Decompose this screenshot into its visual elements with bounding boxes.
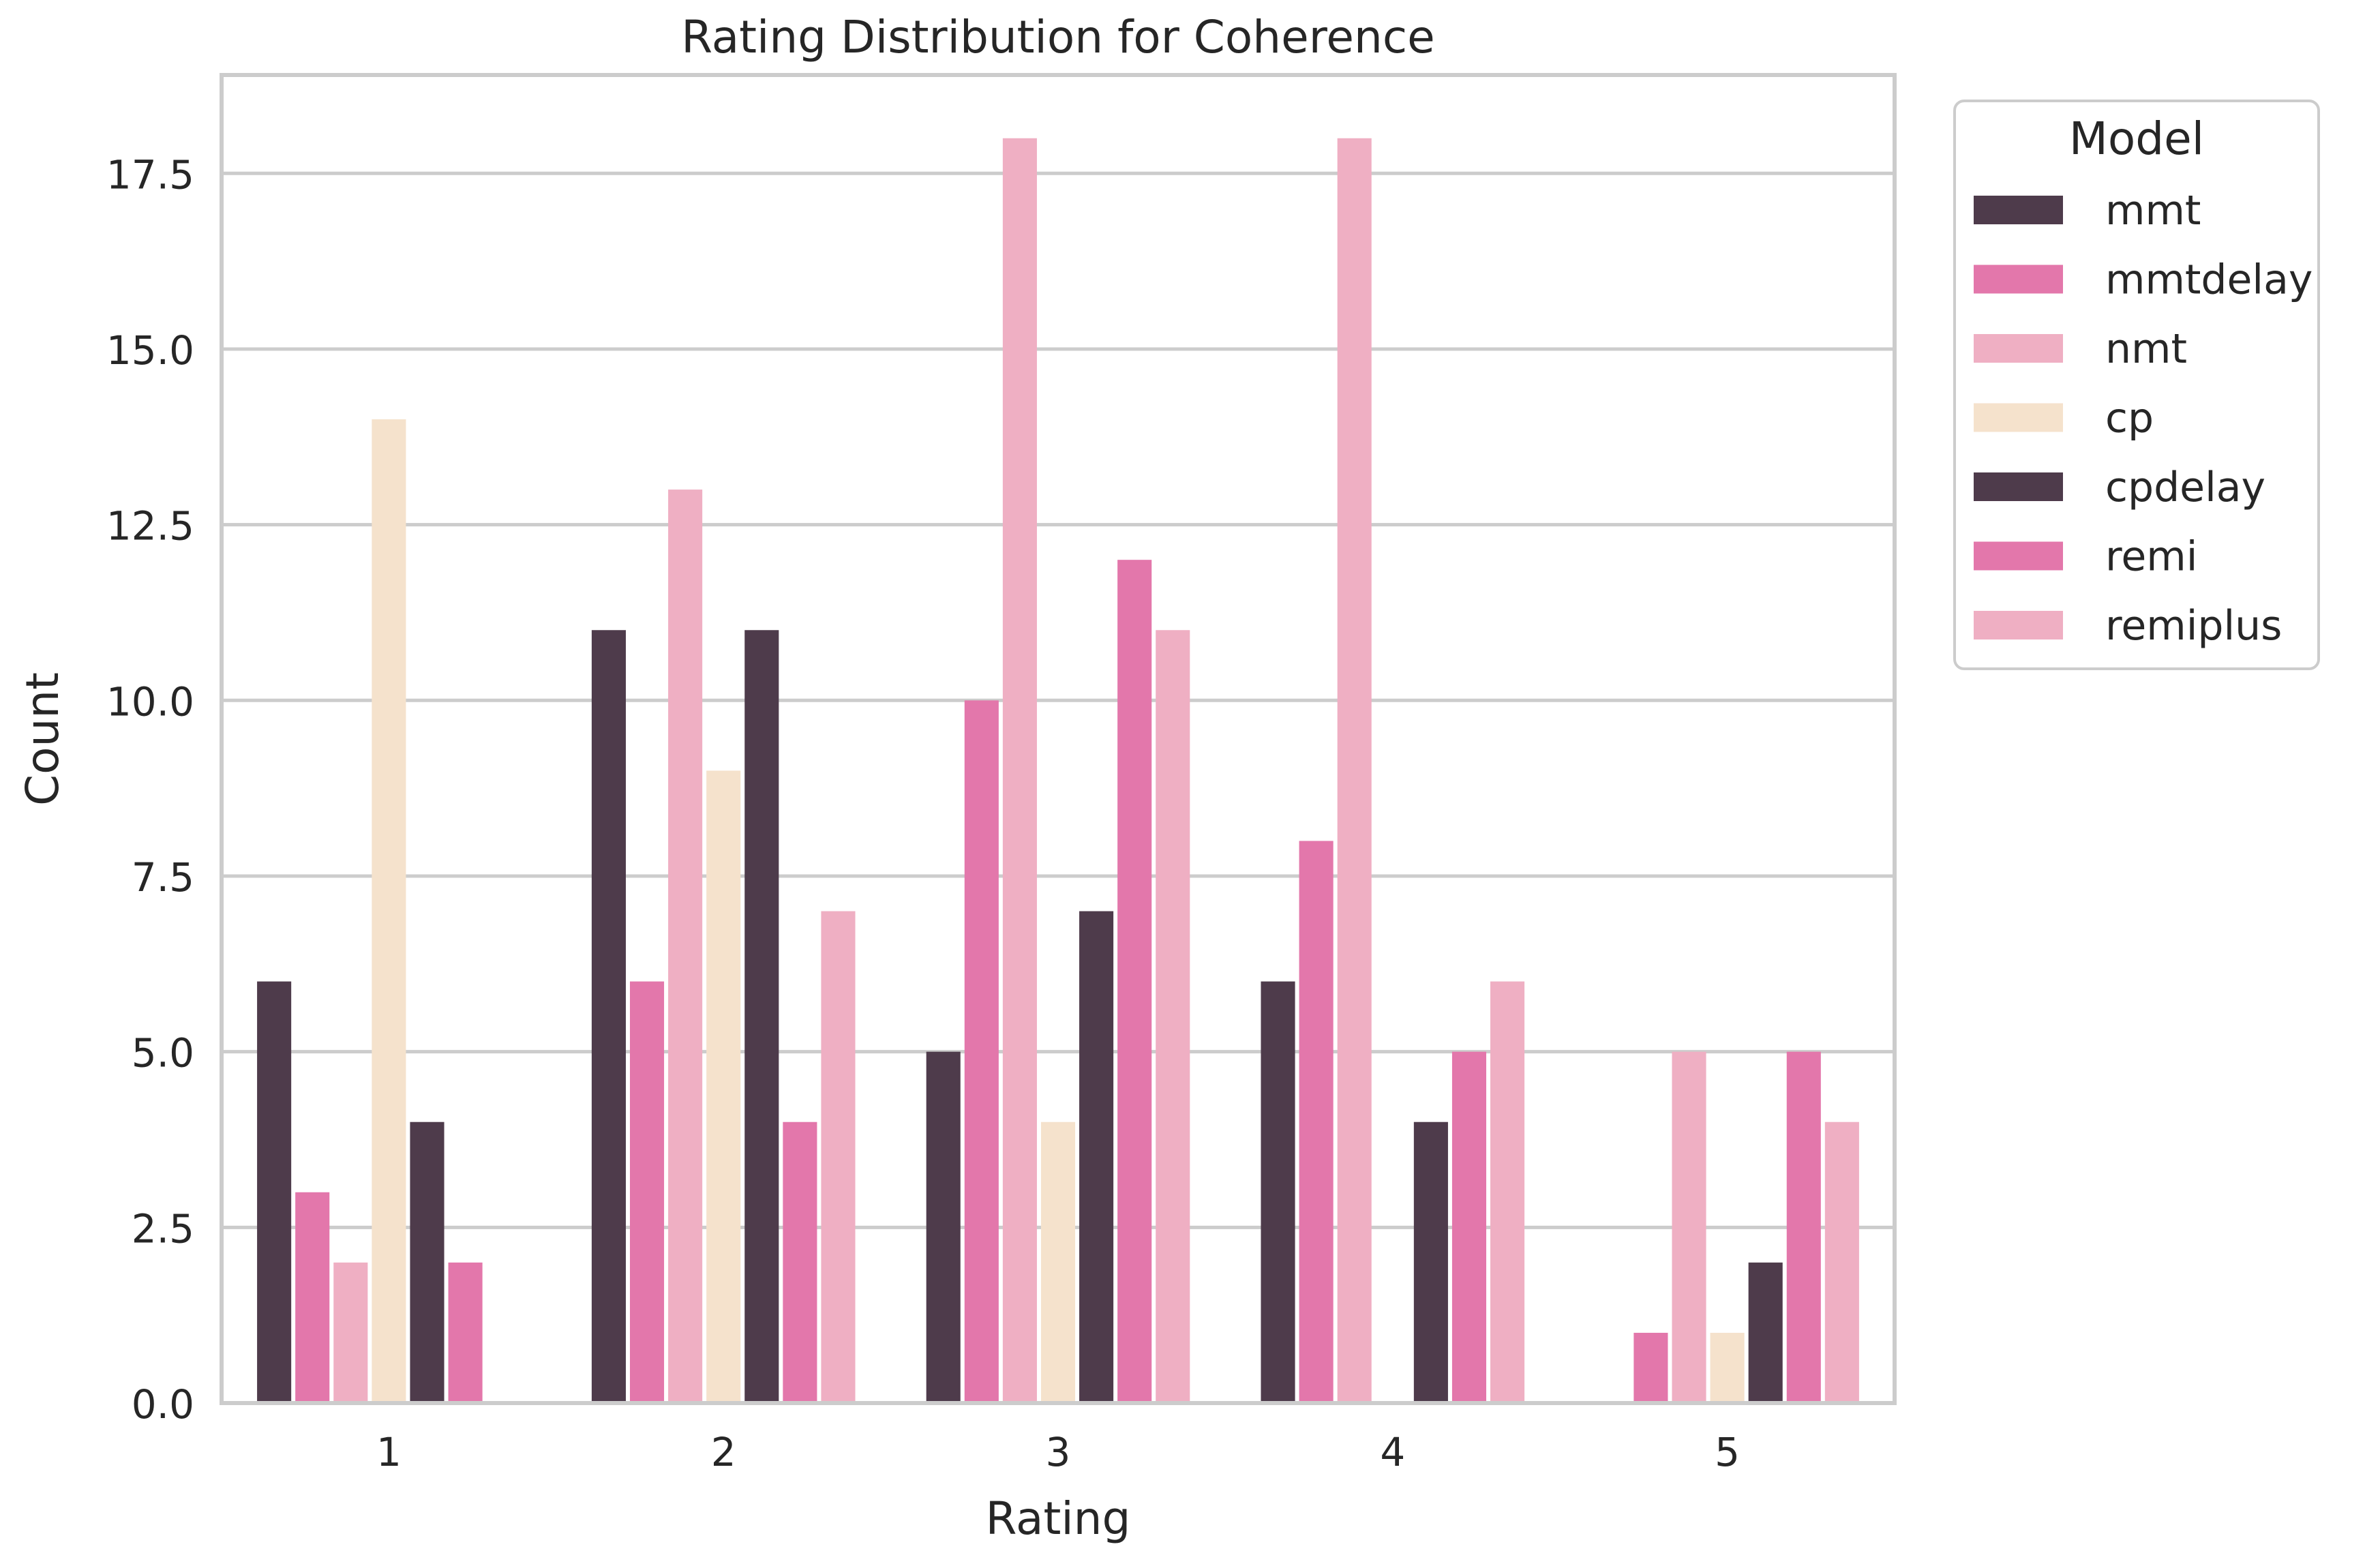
bar-mmt-rating-3 <box>926 1051 961 1403</box>
bar-remiplus-rating-4 <box>1490 981 1525 1403</box>
bar-remi-rating-5 <box>1786 1051 1821 1403</box>
bar-mmtdelay-rating-2 <box>629 981 665 1403</box>
bar-nmt-rating-3 <box>1002 138 1037 1403</box>
y-tick-label: 12.5 <box>106 503 194 549</box>
bar-cpdelay-rating-4 <box>1413 1121 1448 1403</box>
bar-cpdelay-rating-3 <box>1079 911 1114 1403</box>
y-tick-label: 0.0 <box>132 1381 194 1428</box>
bar-remi-rating-4 <box>1451 1051 1487 1403</box>
x-tick-labels: 1 2 3 4 5 <box>376 1429 1740 1475</box>
legend-swatch-nmt <box>1974 334 2063 363</box>
bar-mmtdelay-rating-3 <box>964 700 999 1403</box>
bar-cpdelay-rating-1 <box>410 1121 445 1403</box>
bar-cpdelay-rating-2 <box>744 630 779 1403</box>
bar-mmt-rating-2 <box>591 630 626 1403</box>
legend-label-cpdelay: cpdelay <box>2105 464 2265 511</box>
bar-remi-rating-2 <box>783 1121 817 1403</box>
legend: Model mmt mmtdelay nmt cp cpdelay remi remiplu… <box>1953 100 2320 670</box>
bar-cp-rating-5 <box>1710 1332 1745 1403</box>
x-tick-label: 3 <box>1046 1429 1071 1475</box>
bar-cp-rating-3 <box>1040 1121 1076 1403</box>
bar-nmt-rating-1 <box>333 1262 368 1403</box>
y-tick-label: 2.5 <box>132 1205 194 1252</box>
legend-label-remi: remi <box>2105 533 2197 581</box>
bar-remi-rating-1 <box>448 1262 483 1403</box>
x-axis-label: Rating <box>986 1492 1131 1545</box>
legend-label-cp: cp <box>2105 395 2154 442</box>
bar-nmt-rating-2 <box>668 490 703 1403</box>
y-axis-label: Count <box>16 672 69 806</box>
x-tick-label: 1 <box>376 1429 402 1475</box>
legend-swatch-remi <box>1974 541 2063 571</box>
legend-swatch-mmt <box>1974 196 2063 224</box>
y-tick-label: 15.0 <box>106 327 194 374</box>
gridlines <box>222 171 1895 1229</box>
bar-mmtdelay-rating-1 <box>295 1192 330 1403</box>
legend-swatch-remiplus <box>1974 611 2063 639</box>
bar-mmt-rating-4 <box>1261 981 1295 1403</box>
legend-label-nmt: nmt <box>2105 325 2187 373</box>
bar-remiplus-rating-2 <box>821 911 856 1403</box>
legend-swatch-cp <box>1974 403 2063 432</box>
legend-label-remiplus: remiplus <box>2105 602 2282 650</box>
x-tick-label: 2 <box>711 1429 736 1475</box>
x-tick-label: 4 <box>1380 1429 1405 1475</box>
bar-nmt-rating-4 <box>1337 138 1372 1403</box>
bar-mmt-rating-1 <box>257 981 292 1403</box>
bar-remi-rating-3 <box>1117 560 1152 1404</box>
plot-frame <box>220 73 1897 1405</box>
bar-remiplus-rating-3 <box>1156 630 1190 1403</box>
bar-nmt-rating-5 <box>1672 1051 1706 1403</box>
legend-label-mmtdelay: mmtdelay <box>2105 256 2313 304</box>
legend-label-mmt: mmt <box>2105 187 2201 235</box>
bar-mmtdelay-rating-4 <box>1299 841 1334 1403</box>
bar-cp-rating-1 <box>372 419 406 1403</box>
legend-swatch-cpdelay <box>1974 472 2063 501</box>
y-tick-label: 7.5 <box>132 854 194 901</box>
x-tick-label: 5 <box>1715 1429 1740 1475</box>
legend-title: Model <box>2069 112 2204 165</box>
bar-mmtdelay-rating-5 <box>1633 1332 1668 1403</box>
bars <box>257 138 1859 1404</box>
bar-cpdelay-rating-5 <box>1748 1262 1783 1403</box>
chart-title: Rating Distribution for Coherence <box>681 11 1434 63</box>
y-tick-label: 17.5 <box>106 151 194 198</box>
y-tick-label: 5.0 <box>132 1030 194 1076</box>
legend-swatch-mmtdelay <box>1974 265 2063 294</box>
bar-cp-rating-2 <box>706 770 741 1403</box>
bar-remiplus-rating-5 <box>1824 1121 1859 1403</box>
y-tick-label: 10.0 <box>106 678 194 725</box>
legend-box <box>1953 100 2320 670</box>
legend-items: mmt mmtdelay nmt cp cpdelay remi remiplus <box>1974 187 2313 650</box>
y-tick-labels: 0.0 2.5 5.0 7.5 10.0 12.5 15.0 17.5 <box>106 151 194 1428</box>
